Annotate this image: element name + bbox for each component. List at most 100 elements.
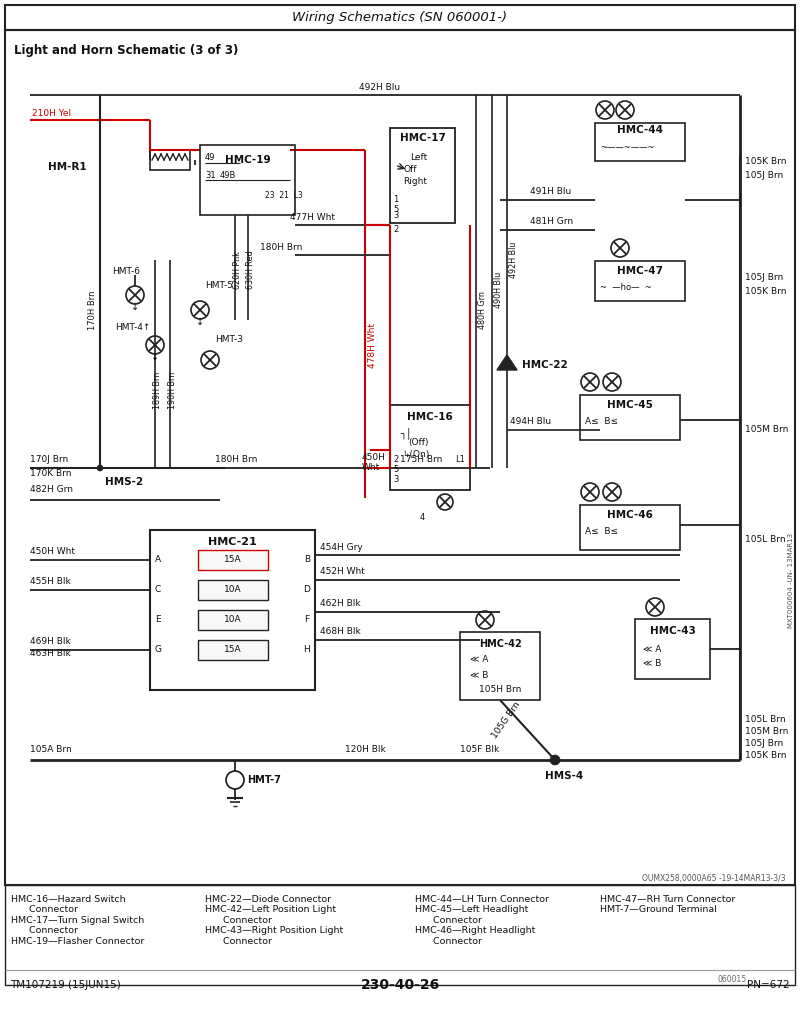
Text: G: G [154, 645, 162, 654]
Text: A: A [155, 555, 161, 564]
Text: HMC-44: HMC-44 [617, 125, 663, 135]
Text: 5: 5 [393, 206, 398, 214]
Text: H: H [304, 645, 310, 654]
Text: 170H Brn: 170H Brn [88, 290, 97, 330]
Text: ↓: ↓ [196, 317, 204, 327]
Text: 105K Brn: 105K Brn [745, 752, 786, 761]
Text: 462H Blk: 462H Blk [320, 599, 361, 608]
Text: 060015: 060015 [718, 976, 747, 984]
Text: E: E [155, 615, 161, 625]
Text: HMC-47—RH Turn Connector
HMT-7—Ground Terminal: HMC-47—RH Turn Connector HMT-7—Ground Te… [600, 895, 735, 914]
Text: 210H Yel: 210H Yel [32, 109, 71, 118]
Bar [5, 30, 795, 885]
Text: ~  —ho—  ~: ~ —ho— ~ [600, 284, 652, 293]
Text: 15A: 15A [224, 645, 242, 654]
Text: 105K Brn: 105K Brn [745, 287, 786, 296]
Text: 105L Brn: 105L Brn [745, 536, 786, 545]
Text: ↓: ↓ [151, 352, 159, 362]
Text: D: D [303, 586, 310, 595]
Text: C: C [155, 586, 161, 595]
Text: ↳(On): ↳(On) [402, 451, 430, 460]
Text: 630H Red: 630H Red [246, 251, 255, 290]
Bar [595, 123, 685, 161]
Text: 105J Brn: 105J Brn [745, 739, 783, 749]
Text: 170J Brn: 170J Brn [30, 455, 68, 464]
Text: HMC-17: HMC-17 [399, 133, 446, 143]
Text: B: B [304, 555, 310, 564]
Text: 230-40-26: 230-40-26 [360, 978, 440, 992]
Text: 15A: 15A [224, 555, 242, 564]
Text: 120H Blk: 120H Blk [345, 745, 386, 755]
Text: 481H Grn: 481H Grn [530, 217, 573, 226]
Bar [200, 145, 295, 215]
Text: ┐│: ┐│ [400, 427, 412, 439]
Text: 452H Wht: 452H Wht [320, 567, 365, 577]
Text: PN=672: PN=672 [747, 980, 790, 990]
Text: 450H: 450H [362, 453, 386, 462]
Text: 170K Brn: 170K Brn [30, 469, 71, 477]
Circle shape [550, 755, 560, 765]
Text: 1: 1 [393, 196, 398, 205]
Bar [198, 550, 267, 570]
Text: 450H Wht: 450H Wht [30, 548, 75, 556]
Text: 5: 5 [393, 466, 398, 474]
Text: 4: 4 [420, 513, 426, 522]
Text: 190H Brn: 190H Brn [168, 372, 177, 409]
Text: 477H Wht: 477H Wht [290, 213, 335, 221]
Text: 23  21  L3: 23 21 L3 [265, 190, 302, 200]
Bar [635, 618, 710, 679]
Text: 492H Blu: 492H Blu [509, 242, 518, 279]
Text: 620H Pnk: 620H Pnk [233, 251, 242, 289]
Text: ≪ B: ≪ B [470, 671, 488, 680]
Text: HMC-16—Hazard Switch
      Connector
HMC-17—Turn Signal Switch
      Connector
H: HMC-16—Hazard Switch Connector HMC-17—Tu… [11, 895, 144, 945]
Text: 105A Brn: 105A Brn [30, 745, 72, 755]
Bar [580, 505, 680, 550]
Text: HMT-7: HMT-7 [247, 775, 281, 785]
Text: 105M Brn: 105M Brn [745, 426, 788, 434]
Bar [390, 406, 470, 490]
Text: ~——~——~: ~——~——~ [600, 143, 654, 153]
Bar [390, 128, 455, 223]
Text: 3: 3 [393, 475, 398, 484]
Text: 454H Gry: 454H Gry [320, 543, 362, 552]
Text: 105F Blk: 105F Blk [460, 745, 499, 755]
Text: HMC-42: HMC-42 [478, 639, 522, 649]
Text: 105J Brn: 105J Brn [745, 171, 783, 179]
Text: HMC-22—Diode Connector
HMC-42—Left Position Light
      Connector
HMC-43—Right P: HMC-22—Diode Connector HMC-42—Left Posit… [205, 895, 343, 945]
Text: HMC-45: HMC-45 [607, 400, 653, 410]
Text: ≪ A: ≪ A [643, 644, 662, 653]
Text: 105M Brn: 105M Brn [745, 727, 788, 736]
Text: HMT-4↑: HMT-4↑ [115, 323, 150, 332]
Bar [198, 640, 267, 660]
Text: HMC-19: HMC-19 [225, 155, 270, 165]
Text: HMC-43: HMC-43 [650, 626, 696, 636]
Text: (Off): (Off) [408, 438, 429, 447]
Text: 2: 2 [393, 456, 398, 465]
Circle shape [97, 465, 103, 471]
Text: HMC-47: HMC-47 [617, 266, 663, 276]
Text: 49: 49 [205, 154, 215, 163]
Text: OUMX258,0000A65 -19-14MAR13-3/3: OUMX258,0000A65 -19-14MAR13-3/3 [642, 873, 786, 883]
Text: 189H Brn: 189H Brn [153, 372, 162, 409]
Text: A≤  B≤: A≤ B≤ [585, 418, 618, 427]
Text: Right: Right [403, 177, 427, 186]
Bar [5, 885, 795, 985]
Text: 105J Brn: 105J Brn [745, 273, 783, 283]
Text: Wht: Wht [362, 463, 380, 471]
Text: Light and Horn Schematic (3 of 3): Light and Horn Schematic (3 of 3) [14, 44, 238, 57]
Text: 175H Brn: 175H Brn [400, 456, 442, 465]
Text: 469H Blk: 469H Blk [30, 638, 70, 646]
Bar [150, 150, 190, 170]
Text: 180H Brn: 180H Brn [260, 243, 302, 252]
Text: 455H Blk: 455H Blk [30, 578, 70, 587]
Text: ≪ B: ≪ B [643, 658, 662, 668]
Text: HMC-21: HMC-21 [208, 537, 257, 547]
Text: HMC-46: HMC-46 [607, 510, 653, 520]
Text: 105L Brn: 105L Brn [745, 716, 786, 725]
Text: 468H Blk: 468H Blk [320, 628, 361, 637]
Text: HMC-22: HMC-22 [522, 360, 568, 370]
Bar [198, 610, 267, 630]
Text: A≤  B≤: A≤ B≤ [585, 527, 618, 537]
Text: F: F [305, 615, 310, 625]
Text: ≪ A: ≪ A [470, 655, 488, 665]
